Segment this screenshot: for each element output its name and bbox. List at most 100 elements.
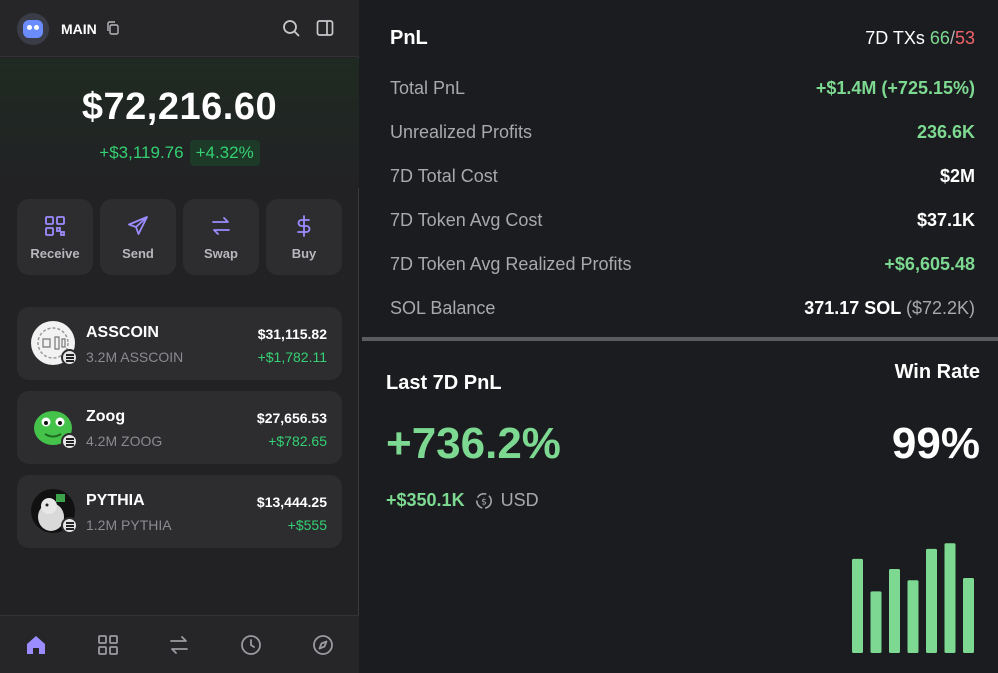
win-rate-bar	[889, 569, 900, 653]
stat-sol-balance: SOL Balance 371.17 SOL ($72.2K)	[390, 298, 975, 322]
dollar-icon	[297, 214, 311, 237]
win-rate-bar	[963, 577, 974, 653]
stat-value: +$1.4M (+725.15%)	[815, 78, 975, 98]
stat-7d-token-avg-cost: 7D Token Avg Cost $37.1K	[390, 210, 975, 234]
stat-label: Total PnL	[390, 78, 466, 98]
stat-label: SOL Balance	[390, 298, 496, 318]
win-rate-title: Win Rate	[894, 361, 980, 383]
send-label: Send	[122, 245, 154, 261]
stat-value: $2M	[939, 166, 975, 186]
token-pnl: +$1,782.11	[257, 349, 327, 365]
swap-icon	[170, 635, 189, 654]
copy-icon[interactable]	[106, 21, 119, 35]
avatar[interactable]	[17, 13, 49, 45]
stat-label: 7D Total Cost	[390, 166, 498, 186]
token-name: ASSCOIN	[86, 324, 159, 341]
buy-button[interactable]: Buy	[266, 199, 342, 275]
sidebar-toggle-icon[interactable]	[315, 18, 335, 38]
last-7d-panel: Last 7D PnL Win Rate +736.2% 99% +$350.1…	[362, 341, 998, 673]
win-rate-bar	[926, 548, 937, 653]
clock-icon	[241, 634, 262, 655]
last-7d-usd-row: +$350.1K $ USD	[386, 490, 539, 511]
win-rate-bar	[944, 543, 956, 653]
token-value: $13,444.25	[256, 494, 327, 510]
stat-value: 371.17 SOL	[804, 298, 901, 318]
last-7d-usd-amount: +$350.1K	[386, 490, 465, 510]
currency-switch-icon: $	[475, 492, 492, 509]
win-rate-value: 99%	[891, 419, 980, 468]
token-row-zoog[interactable]: Zoog 4.2M ZOOG $27,656.53 +$782.65	[17, 391, 342, 464]
last-7d-title: Last 7D PnL	[386, 372, 502, 394]
stat-label: Unrealized Profits	[390, 122, 533, 142]
stat-value: $37.1K	[916, 210, 975, 230]
nav-home[interactable]	[16, 625, 56, 665]
pnl-title: PnL	[390, 27, 428, 49]
stat-value-group: 371.17 SOL ($72.2K)	[804, 298, 975, 319]
total-balance: $72,216.60	[81, 86, 278, 128]
send-button[interactable]: Send	[100, 199, 176, 275]
currency-toggle[interactable]: $ USD	[475, 490, 539, 511]
currency-label: USD	[500, 490, 539, 510]
solana-chain-icon	[61, 517, 78, 534]
nav-history[interactable]	[231, 625, 271, 665]
stat-7d-avg-realized-profits: 7D Token Avg Realized Profits +$6,605.48	[390, 254, 975, 278]
swap-icon	[212, 216, 230, 235]
token-row-pythia[interactable]: PYTHIA 1.2M PYTHIA $13,444.25 +$555	[17, 475, 342, 548]
svg-text:$: $	[481, 497, 487, 507]
swap-button[interactable]: Swap	[183, 199, 259, 275]
grid-icon	[97, 634, 118, 655]
zoog-logo-icon	[31, 405, 75, 449]
win-rate-bar	[870, 591, 882, 653]
wallet-panel: MAIN $72,216.60 +$3,119.76 +4.32% Receiv…	[0, 0, 359, 673]
win-rate-bar-chart	[852, 543, 974, 653]
stat-value-usd: ($72.2K)	[905, 298, 975, 318]
account-name[interactable]: MAIN	[61, 21, 97, 37]
action-buttons: Receive Send Swap Buy	[17, 199, 342, 275]
pnl-panel: PnL 7D TXs 66/53 Total PnL +$1.4M (+725.…	[362, 0, 998, 337]
section-divider	[362, 337, 998, 341]
stat-7d-total-cost: 7D Total Cost $2M	[390, 166, 975, 190]
wallet-header: MAIN	[0, 0, 359, 57]
compass-icon	[313, 634, 333, 655]
token-value: $31,115.82	[257, 326, 327, 342]
stat-unrealized-profits: Unrealized Profits 236.6K	[390, 122, 975, 146]
balance-change: +$3,119.76 +4.32%	[0, 140, 359, 166]
receive-button[interactable]: Receive	[17, 199, 93, 275]
token-pnl: +$782.65	[268, 433, 327, 449]
last-7d-percent: +736.2%	[386, 419, 561, 468]
bottom-nav	[0, 615, 359, 673]
tx-count: 7D TXs 66/53	[865, 28, 975, 49]
tx-separator: /	[949, 28, 955, 48]
tx-label: 7D TXs	[865, 28, 925, 48]
token-amount: 3.2M ASSCOIN	[86, 349, 184, 365]
solana-chain-icon	[61, 349, 78, 366]
swap-label: Swap	[204, 245, 238, 261]
tx-buys: 66	[929, 28, 950, 48]
buy-label: Buy	[291, 245, 317, 261]
balance-area: $72,216.60 +$3,119.76 +4.32%	[0, 58, 359, 188]
token-value: $27,656.53	[256, 410, 327, 426]
token-list: ASSCOIN 3.2M ASSCOIN $31,115.82 +$1,782.…	[17, 307, 342, 559]
nav-explore[interactable]	[303, 625, 343, 665]
robot-icon	[23, 20, 43, 38]
send-icon	[128, 215, 148, 235]
stat-label: 7D Token Avg Realized Profits	[390, 254, 632, 274]
home-icon	[26, 635, 45, 654]
asscoin-logo-icon	[31, 321, 75, 365]
token-name: Zoog	[86, 408, 126, 425]
win-rate-bar	[907, 580, 919, 653]
stat-label: 7D Token Avg Cost	[390, 210, 543, 230]
nav-swap[interactable]	[159, 625, 199, 665]
tx-sells: 53	[954, 28, 975, 48]
token-amount: 1.2M PYTHIA	[86, 517, 172, 533]
token-pnl: +$555	[287, 517, 327, 533]
token-row-asscoin[interactable]: ASSCOIN 3.2M ASSCOIN $31,115.82 +$1,782.…	[17, 307, 342, 380]
change-percent: +4.32%	[189, 140, 260, 166]
nav-apps[interactable]	[88, 625, 128, 665]
token-amount: 4.2M ZOOG	[86, 433, 163, 449]
qr-code-icon	[45, 215, 65, 236]
token-name: PYTHIA	[86, 492, 145, 509]
search-icon[interactable]	[281, 18, 301, 38]
change-amount: +$3,119.76	[99, 143, 184, 162]
stat-value: +$6,605.48	[884, 254, 975, 274]
